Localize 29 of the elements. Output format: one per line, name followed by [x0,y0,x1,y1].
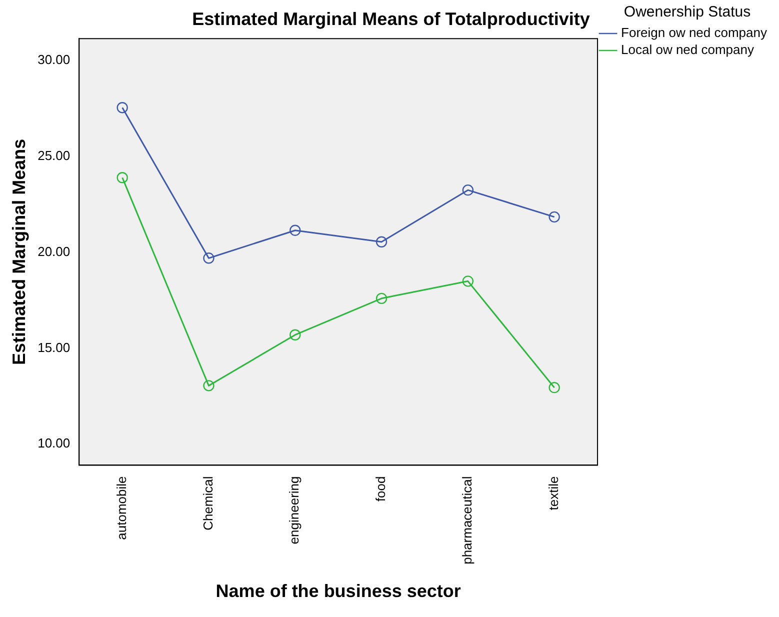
y-axis-title: Estimated Marginal Means [8,138,29,365]
legend-title: Owenership Status [624,4,751,21]
legend-label: Foreign ow ned company [621,25,768,40]
point [548,382,560,394]
point [203,380,214,392]
y-tick-label: 30.00 [38,52,70,68]
y-tick-label: 20.00 [38,244,70,259]
point [548,211,560,223]
x-axis-title: Name of the business sector [216,581,461,602]
y-tick-label: 25.00 [38,148,70,164]
x-tick-label: pharmaceutical [460,476,475,564]
point [116,172,128,184]
point [376,292,388,304]
y-tick-label: 15.00 [38,340,70,355]
point [290,329,301,340]
point [290,224,301,236]
point [462,276,474,287]
x-tick-label: food [373,476,388,502]
x-tick-label: engineering [286,476,302,544]
x-tick-label: Chemical [200,476,216,530]
y-tick-label: 10.00 [38,436,70,451]
point [116,102,128,114]
point [376,236,388,248]
chart-title: Estimated Marginal Means of Totalproductivity [192,8,590,29]
legend-label: Local ow ned company [621,42,754,58]
point [462,184,474,196]
point [203,252,214,264]
x-tick-label: automobile [114,476,129,540]
x-tick-label: textile [546,476,561,510]
